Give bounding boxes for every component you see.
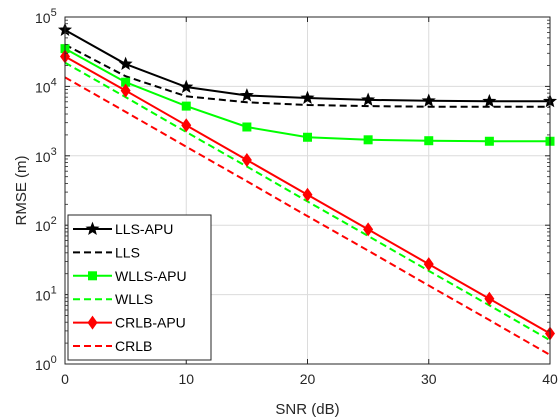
y-tick-label: 104 [35,76,57,95]
data-point-marker [242,122,252,132]
x-tick-label: 0 [61,371,69,387]
x-axis-label: SNR (dB) [275,401,339,418]
data-point-marker [179,79,194,93]
y-axis-label: RMSE (m) [13,156,30,226]
legend-marker [87,315,98,330]
legend-label: LLS [115,244,140,260]
data-point-marker [303,132,312,142]
y-tick-base: 10 [35,288,51,304]
data-point-marker [363,222,374,237]
legend-marker [85,221,100,235]
data-point-marker [302,187,313,202]
y-tick-base: 10 [35,357,51,373]
y-tick-label: 105 [35,7,57,26]
series-crlb [64,76,551,356]
y-tick-exponent: 2 [51,215,57,227]
series-line [64,43,550,108]
legend-box [67,214,212,361]
data-point-marker [300,90,315,104]
y-tick-base: 10 [35,10,51,26]
y-tick-exponent: 0 [51,354,57,366]
data-point-marker [361,92,376,106]
data-point-marker [424,136,434,146]
y-tick-exponent: 5 [51,7,57,19]
data-point-marker [121,77,131,87]
data-point-marker [181,101,191,111]
legend-item: LLS-APU [73,221,173,237]
legend-label: LLS-APU [115,221,173,237]
data-point-marker [239,88,254,102]
legend-label: CRLB [115,338,152,354]
data-point-marker [118,56,133,70]
data-point-marker [423,257,434,272]
y-tick-base: 10 [35,149,51,165]
series-lls [64,43,550,108]
data-point-marker [120,83,131,98]
legend-marker [88,271,97,281]
data-point-marker [363,135,373,145]
y-tick-exponent: 3 [51,146,57,158]
x-tick-label: 20 [300,371,316,387]
data-point-marker [482,93,497,108]
y-tick-base: 10 [35,218,51,234]
legend: LLS-APU LLS WLLS-APU WLLS CRLB-APU CRLB [67,214,212,361]
x-tick-label: 10 [178,371,194,387]
y-tick-label: 101 [35,285,57,304]
legend-item: CRLB-APU [73,315,186,331]
legend-item: WLLS [73,291,153,307]
data-point-marker [484,136,494,146]
data-point-marker [421,93,436,107]
legend-label: CRLB-APU [115,315,186,331]
legend-label: WLLS-APU [115,268,187,284]
data-point-marker [484,291,495,306]
legend-item: CRLB [73,338,152,354]
series-line [64,76,551,356]
y-tick-base: 10 [35,79,51,95]
x-tick-label: 40 [542,371,558,387]
data-point-marker [181,118,192,133]
y-tick-label: 103 [35,146,57,165]
y-tick-label: 102 [35,215,57,234]
legend-item: LLS [73,244,140,260]
y-tick-label: 100 [35,354,57,373]
data-point-marker [241,152,252,167]
legend-item: WLLS-APU [73,268,187,284]
legend-label: WLLS [115,291,153,307]
series-crlb-apu [60,49,555,341]
x-tick-label: 30 [421,371,437,387]
y-tick-exponent: 4 [51,76,57,88]
y-tick-exponent: 1 [51,285,57,297]
